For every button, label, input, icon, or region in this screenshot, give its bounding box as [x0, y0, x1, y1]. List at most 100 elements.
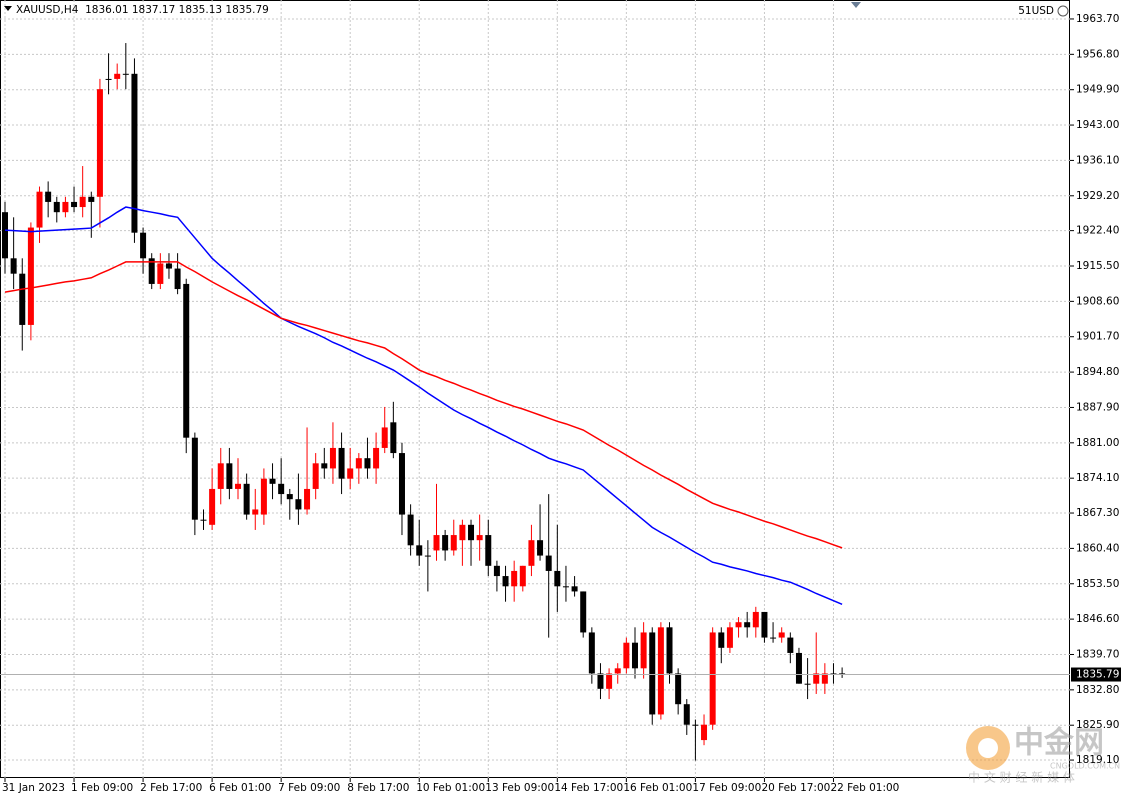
candle-body	[545, 555, 552, 571]
y-tick-label: 1936.10	[1076, 154, 1119, 166]
low-value: 1835.13	[178, 4, 223, 16]
x-tick-label: 1 Feb 09:00	[71, 782, 133, 794]
candle-body	[726, 627, 733, 648]
candle-body	[27, 227, 34, 325]
y-tick-label: 1929.20	[1076, 190, 1119, 202]
high-value: 1837.17	[131, 4, 176, 16]
candle-body	[347, 468, 354, 479]
candle-body	[657, 627, 664, 715]
y-tick-label: 1832.80	[1076, 684, 1119, 696]
candle-body	[269, 478, 276, 484]
close-icon[interactable]	[1057, 5, 1069, 17]
candle-body	[390, 422, 397, 454]
candle-body	[260, 478, 267, 515]
watermark-logo-inner	[978, 738, 998, 758]
candle-body	[744, 622, 751, 628]
watermark: 中金网 CNGOLD.COM.CN 中 文 财 经 新 媒 体	[966, 726, 1120, 785]
candle-body	[183, 283, 190, 438]
candle-body	[416, 545, 423, 556]
candle-body	[45, 191, 52, 202]
candle-body	[718, 632, 725, 648]
candle-body	[286, 494, 293, 500]
candle-body	[631, 642, 638, 669]
candle-body	[165, 263, 172, 269]
candle-body	[96, 89, 103, 197]
candle-body	[10, 258, 17, 274]
y-tick-label: 1846.60	[1076, 613, 1119, 625]
candle-body	[321, 463, 328, 469]
candle-body	[537, 540, 544, 556]
candle-body	[839, 673, 846, 675]
candle-body	[217, 463, 224, 489]
candle-body	[79, 196, 86, 208]
candle-body	[468, 524, 475, 541]
x-tick-label: 6 Feb 01:00	[209, 782, 271, 794]
candle-body	[571, 586, 578, 592]
candle-body	[795, 652, 802, 684]
y-tick-label: 1881.00	[1076, 437, 1119, 449]
candle-body	[442, 535, 449, 551]
price-tag-bg	[1071, 667, 1121, 682]
menu-arrow[interactable]	[4, 6, 12, 11]
candle-body	[200, 519, 207, 521]
candle-body	[675, 673, 682, 705]
candle-body	[692, 724, 699, 726]
candle-body	[226, 463, 233, 489]
candle-body	[114, 73, 121, 79]
open-value: 1836.01	[85, 4, 129, 16]
candle-body	[588, 632, 595, 674]
candle-body	[666, 627, 673, 674]
x-tick-label: 31 Jan 2023	[2, 782, 65, 794]
candle-body	[804, 683, 811, 685]
y-tick-label: 1915.50	[1076, 260, 1119, 272]
candle-body	[88, 196, 95, 202]
candle-body	[562, 586, 569, 588]
y-tick-label: 1908.60	[1076, 295, 1119, 307]
candle-body	[640, 632, 647, 669]
y-tick-label: 1867.30	[1076, 507, 1119, 519]
candle-body	[450, 535, 457, 551]
candle-body	[709, 632, 716, 725]
candle-body	[304, 488, 311, 510]
watermark-name: 中金网	[1014, 726, 1104, 761]
plot-frame	[0, 0, 1070, 778]
candle-body	[554, 570, 561, 587]
candle-body	[821, 673, 828, 684]
x-tick-label: 17 Feb 09:00	[692, 782, 761, 794]
y-tick-label: 1874.10	[1076, 472, 1119, 484]
y-tick-label: 1922.40	[1076, 225, 1119, 237]
candle-body	[476, 535, 483, 541]
candle-body	[580, 591, 587, 633]
x-tick-label: 10 Feb 01:00	[416, 782, 485, 794]
candle-body	[606, 673, 613, 689]
candle-body	[787, 637, 794, 653]
candle-body	[519, 565, 526, 587]
candle-body	[502, 576, 509, 587]
candle-body	[174, 268, 181, 290]
candle-body	[235, 483, 242, 489]
candle-body	[407, 514, 414, 546]
candle-body	[761, 611, 768, 638]
x-tick-label: 20 Feb 17:00	[761, 782, 830, 794]
price-tag: 1835.79	[1076, 669, 1119, 681]
y-tick-label: 1819.10	[1076, 754, 1119, 766]
candle-body	[623, 642, 630, 669]
candle-body	[2, 212, 8, 259]
candle-body	[278, 483, 285, 495]
close-value: 1835.79	[225, 4, 269, 16]
candle-body	[459, 524, 466, 541]
candle-body	[735, 622, 742, 628]
candle-body	[338, 447, 345, 479]
candle-body	[752, 611, 759, 628]
scroll-marker	[851, 2, 861, 8]
candle-body	[157, 263, 164, 284]
y-tick-label: 1887.90	[1076, 401, 1119, 413]
candle-body	[528, 540, 535, 566]
candle-body	[373, 447, 380, 469]
candle-body	[62, 201, 69, 213]
candle-body	[398, 453, 405, 515]
candle-body	[778, 632, 785, 638]
candle-body	[329, 447, 336, 469]
candle-body	[191, 437, 198, 520]
candle-body	[813, 673, 820, 684]
